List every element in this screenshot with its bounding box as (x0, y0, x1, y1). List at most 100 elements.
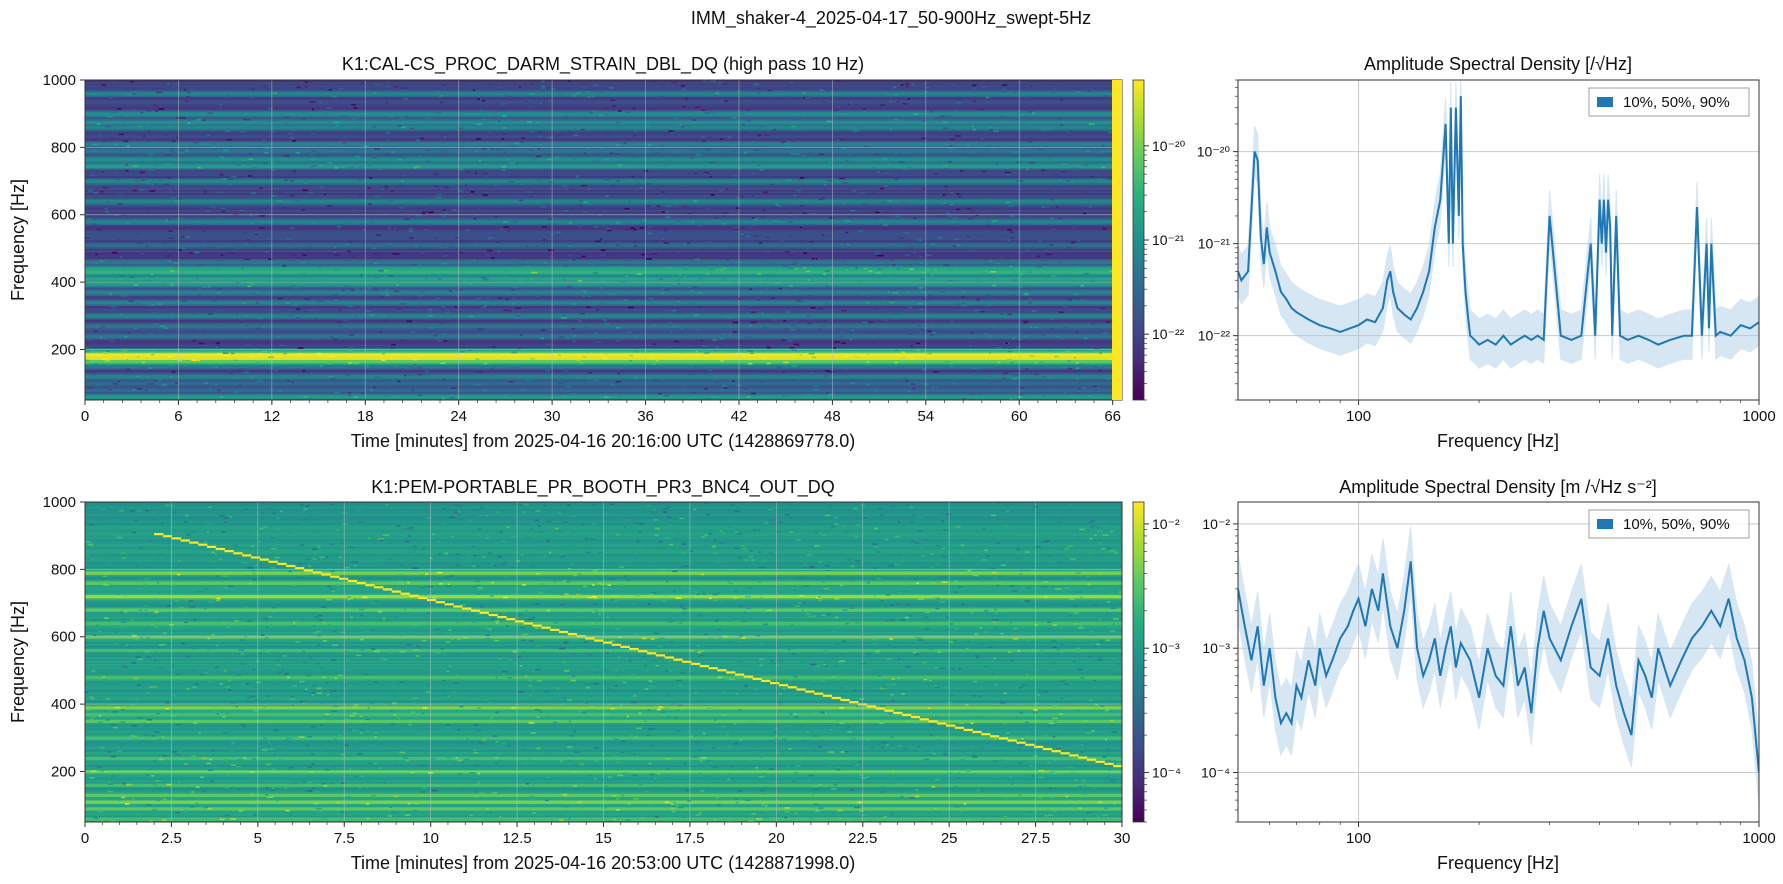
spectrogram-noise (830, 788, 837, 790)
spectrogram-noise (1021, 643, 1028, 646)
spectrogram-row (85, 154, 1122, 157)
spectrogram-noise (189, 147, 194, 150)
spectrogram-noise (157, 739, 162, 741)
spectrogram-noise (545, 343, 551, 345)
spectrogram-noise (855, 266, 858, 269)
spectrogram-noise (217, 353, 222, 355)
spectrogram-noise (773, 781, 778, 783)
spectrogram-noise (341, 810, 346, 813)
spectrogram-noise (1100, 307, 1107, 310)
spectrogram-noise (909, 506, 914, 508)
spectrogram-noise (169, 201, 173, 204)
spectrogram-noise (903, 233, 906, 236)
spectrogram-noise (811, 777, 815, 779)
spectrogram-noise (511, 258, 516, 261)
spectrogram-noise (175, 812, 181, 814)
spectrogram-noise (1052, 624, 1057, 626)
spectrogram-noise (1026, 282, 1031, 284)
spectrogram-noise (649, 566, 652, 569)
spectrogram-noise (287, 87, 293, 90)
spectrogram-noise (943, 168, 949, 171)
spectrogram-noise (395, 525, 401, 527)
spectrogram-noise (385, 288, 390, 291)
spectrogram-noise (110, 687, 114, 689)
spectrogram-noise (980, 80, 985, 83)
spectrogram-noise (505, 298, 509, 301)
spectrogram-noise (181, 117, 186, 119)
spectrogram-noise (758, 279, 762, 281)
spectrogram-noise (276, 600, 281, 603)
spectrogram-noise (797, 127, 802, 129)
spectrogram-noise (690, 596, 694, 599)
spectrogram-noise (390, 810, 395, 812)
spectrogram-noise (372, 289, 378, 291)
spectrogram-noise (698, 210, 705, 212)
spectrogram-noise (1042, 376, 1047, 378)
y-tick-label: 10⁻²² (1198, 328, 1231, 344)
spectrogram-row (85, 378, 1122, 381)
spectrogram-noise (95, 624, 99, 627)
spectrogram-noise (872, 567, 877, 569)
spectrogram-noise (576, 359, 582, 361)
spectrogram-noise (709, 162, 715, 164)
spectrogram-noise (133, 284, 139, 286)
spectrogram-noise (806, 394, 812, 396)
spectrogram-noise (102, 575, 108, 578)
spectrogram-noise (253, 813, 257, 816)
spectrogram-noise (1063, 392, 1067, 394)
spectrogram-noise (566, 337, 569, 340)
spectrogram-noise (326, 591, 329, 594)
spectrogram-noise (922, 368, 927, 371)
spectrogram-noise (593, 379, 599, 382)
spectrogram-noise (136, 388, 142, 390)
spectrogram-noise (193, 666, 199, 668)
spectrogram-noise (933, 173, 939, 175)
spectrogram-noise (625, 111, 630, 114)
spectrogram-noise (995, 262, 1000, 265)
spectrogram-noise (244, 575, 251, 577)
spectrogram-noise (528, 722, 533, 724)
spectrogram-noise (1011, 540, 1015, 542)
spectrogram-noise (466, 737, 469, 740)
spectrogram-noise (476, 818, 481, 821)
spectrogram-noise (818, 153, 825, 156)
spectrogram-noise (302, 254, 308, 256)
spectrogram-row (85, 317, 1122, 320)
spectrogram-noise (174, 266, 178, 268)
spectrogram-noise (913, 651, 916, 654)
spectrogram-noise (1094, 347, 1100, 350)
spectrogram-noise (242, 232, 249, 234)
spectrogram-row (85, 138, 1122, 142)
spectrogram-noise (118, 274, 123, 276)
spectrogram-noise (214, 208, 220, 210)
spectrogram-noise (152, 342, 159, 344)
spectrogram-noise (826, 217, 830, 220)
spectrogram-noise (521, 296, 526, 299)
spectrogram-noise (156, 91, 162, 94)
spectrogram-noise (280, 510, 283, 513)
spectrogram-noise (722, 277, 725, 280)
spectrogram-noise (942, 547, 946, 550)
spectrogram-noise (1083, 212, 1087, 215)
spectrogram-noise (234, 247, 240, 250)
spectrogram-noise (709, 533, 713, 535)
spectrogram-noise (1047, 376, 1052, 379)
spectrogram-noise (261, 351, 268, 353)
spectrogram-noise (1054, 355, 1059, 358)
spectrogram-noise (644, 669, 649, 672)
spectrogram-noise (295, 152, 300, 154)
spectrogram-noise (91, 93, 98, 95)
spectrogram-noise (258, 147, 261, 149)
spectrogram-noise (832, 97, 836, 100)
spectrogram-noise (949, 145, 953, 148)
spectrogram-noise (813, 258, 817, 261)
spectrogram-noise (945, 379, 950, 382)
spectrogram-noise (189, 806, 195, 808)
x-ticks: 100 1000 (1269, 400, 1776, 425)
spectrogram-noise (558, 354, 561, 357)
spectrogram-noise (312, 691, 315, 693)
spectrogram-noise (475, 358, 480, 360)
spectrogram-noise (94, 86, 99, 89)
spectrogram-noise (681, 383, 684, 385)
spectrogram-noise (905, 183, 910, 185)
